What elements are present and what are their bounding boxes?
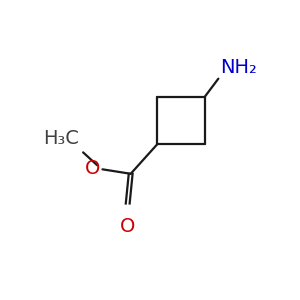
Text: O: O	[120, 217, 135, 236]
Text: NH₂: NH₂	[220, 58, 257, 77]
Text: H₃C: H₃C	[43, 129, 79, 148]
Text: O: O	[85, 159, 100, 178]
